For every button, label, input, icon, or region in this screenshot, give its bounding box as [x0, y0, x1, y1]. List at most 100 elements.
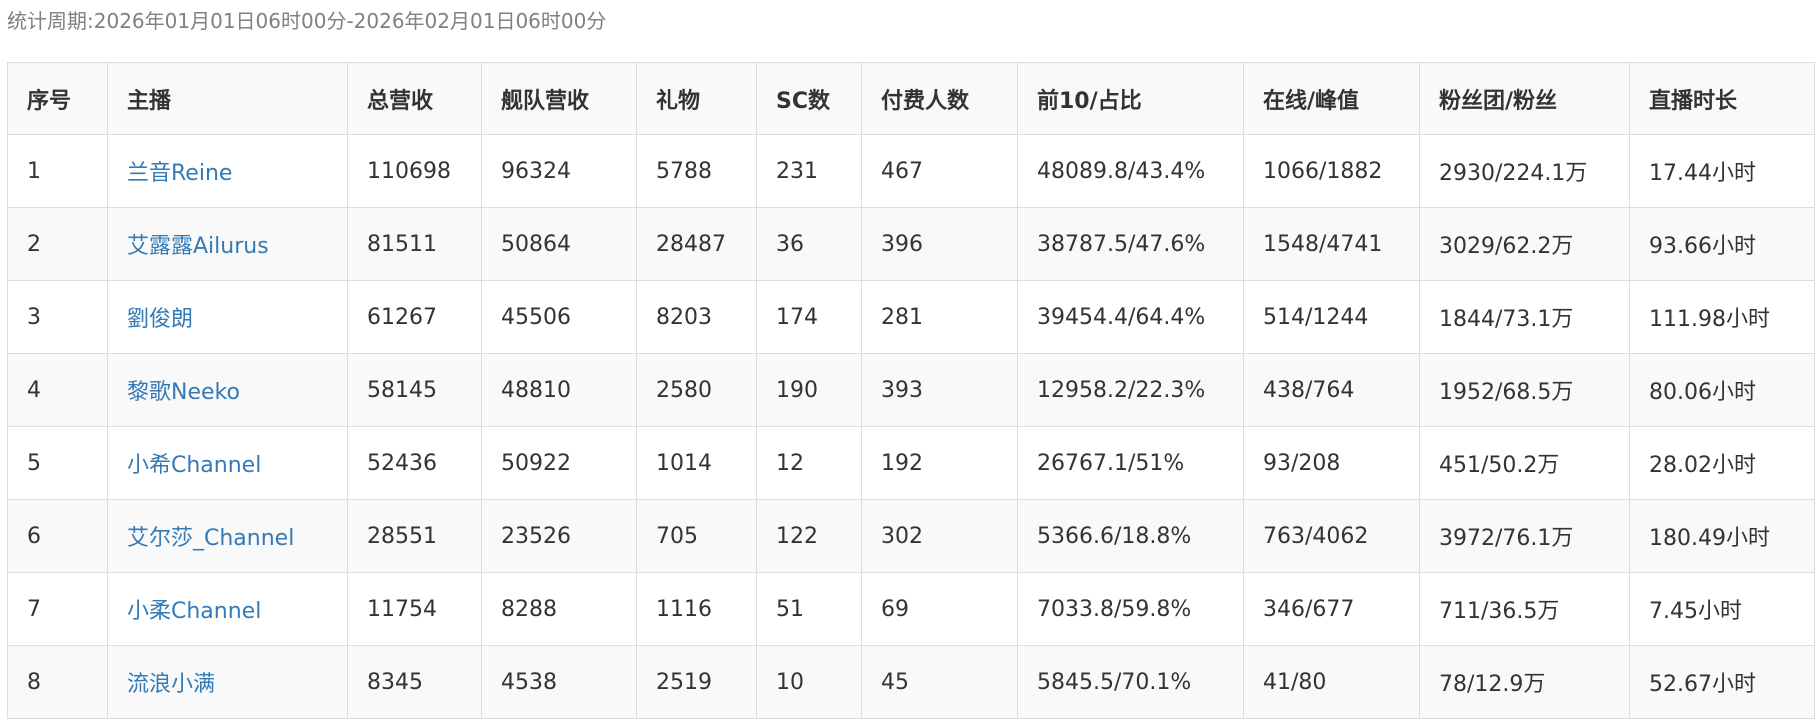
cell-payers: 467 — [861, 134, 1018, 208]
cell-total-revenue: 11754 — [347, 572, 482, 646]
cell-fanclub-fans: 78/12.9万 — [1419, 645, 1630, 719]
cell-total-revenue: 28551 — [347, 499, 482, 573]
cell-sc-count: 122 — [756, 499, 862, 573]
cell-payers: 192 — [861, 426, 1018, 500]
table-header-row: 序号 主播 总营收 舰队营收 礼物 SC数 付费人数 前10/占比 在线/峰值 … — [7, 62, 1815, 135]
cell-streamer: 艾露露Ailurus — [107, 207, 348, 281]
header-top10-share: 前10/占比 — [1017, 62, 1244, 135]
cell-sc-count: 231 — [756, 134, 862, 208]
cell-fanclub-fans: 1952/68.5万 — [1419, 353, 1630, 427]
cell-stream-duration: 7.45小时 — [1629, 572, 1815, 646]
streamer-link[interactable]: 艾尔莎_Channel — [127, 526, 295, 551]
header-total-revenue: 总营收 — [347, 62, 482, 135]
streamer-link[interactable]: 黎歌Neeko — [127, 380, 240, 405]
header-online-peak: 在线/峰值 — [1243, 62, 1420, 135]
cell-fleet-revenue: 50922 — [481, 426, 637, 500]
cell-top10-share: 5366.6/18.8% — [1017, 499, 1244, 573]
cell-stream-duration: 180.49小时 — [1629, 499, 1815, 573]
cell-gift: 2580 — [636, 353, 757, 427]
cell-gift: 1014 — [636, 426, 757, 500]
cell-rank: 5 — [7, 426, 108, 500]
cell-fleet-revenue: 45506 — [481, 280, 637, 354]
cell-stream-duration: 111.98小时 — [1629, 280, 1815, 354]
cell-sc-count: 12 — [756, 426, 862, 500]
cell-streamer: 劉俊朗 — [107, 280, 348, 354]
cell-fanclub-fans: 711/36.5万 — [1419, 572, 1630, 646]
header-sc-count: SC数 — [756, 62, 862, 135]
cell-online-peak: 41/80 — [1243, 645, 1420, 719]
streamer-link[interactable]: 小希Channel — [127, 453, 262, 478]
cell-streamer: 艾尔莎_Channel — [107, 499, 348, 573]
header-streamer: 主播 — [107, 62, 348, 135]
cell-fleet-revenue: 96324 — [481, 134, 637, 208]
streamer-link[interactable]: 艾露露Ailurus — [127, 234, 269, 259]
cell-fanclub-fans: 2930/224.1万 — [1419, 134, 1630, 208]
cell-payers: 393 — [861, 353, 1018, 427]
cell-total-revenue: 52436 — [347, 426, 482, 500]
cell-fleet-revenue: 4538 — [481, 645, 637, 719]
stats-period: 统计周期:2026年01月01日06时00分-2026年02月01日06时00分 — [7, 6, 606, 36]
cell-total-revenue: 110698 — [347, 134, 482, 208]
cell-stream-duration: 93.66小时 — [1629, 207, 1815, 281]
cell-payers: 302 — [861, 499, 1018, 573]
cell-online-peak: 346/677 — [1243, 572, 1420, 646]
cell-total-revenue: 61267 — [347, 280, 482, 354]
header-fanclub-fans: 粉丝团/粉丝 — [1419, 62, 1630, 135]
cell-total-revenue: 58145 — [347, 353, 482, 427]
cell-streamer: 兰音Reine — [107, 134, 348, 208]
cell-online-peak: 438/764 — [1243, 353, 1420, 427]
cell-gift: 28487 — [636, 207, 757, 281]
stats-period-value: 2026年01月01日06时00分-2026年02月01日06时00分 — [93, 9, 607, 33]
cell-fanclub-fans: 451/50.2万 — [1419, 426, 1630, 500]
cell-fleet-revenue: 8288 — [481, 572, 637, 646]
cell-streamer: 流浪小满 — [107, 645, 348, 719]
cell-online-peak: 763/4062 — [1243, 499, 1420, 573]
cell-payers: 69 — [861, 572, 1018, 646]
cell-rank: 7 — [7, 572, 108, 646]
cell-total-revenue: 81511 — [347, 207, 482, 281]
cell-top10-share: 38787.5/47.6% — [1017, 207, 1244, 281]
cell-stream-duration: 17.44小时 — [1629, 134, 1815, 208]
table-row: 7 小柔Channel 11754 8288 1116 51 69 7033.8… — [7, 572, 1815, 646]
header-stream-duration: 直播时长 — [1629, 62, 1815, 135]
table-row: 2 艾露露Ailurus 81511 50864 28487 36 396 38… — [7, 207, 1815, 281]
cell-online-peak: 93/208 — [1243, 426, 1420, 500]
cell-top10-share: 39454.4/64.4% — [1017, 280, 1244, 354]
cell-sc-count: 36 — [756, 207, 862, 281]
streamer-link[interactable]: 劉俊朗 — [127, 307, 194, 332]
cell-gift: 5788 — [636, 134, 757, 208]
cell-rank: 3 — [7, 280, 108, 354]
cell-stream-duration: 28.02小时 — [1629, 426, 1815, 500]
cell-stream-duration: 80.06小时 — [1629, 353, 1815, 427]
cell-sc-count: 10 — [756, 645, 862, 719]
cell-online-peak: 1066/1882 — [1243, 134, 1420, 208]
cell-streamer: 小柔Channel — [107, 572, 348, 646]
cell-gift: 1116 — [636, 572, 757, 646]
cell-sc-count: 190 — [756, 353, 862, 427]
cell-rank: 2 — [7, 207, 108, 281]
cell-streamer: 黎歌Neeko — [107, 353, 348, 427]
cell-online-peak: 514/1244 — [1243, 280, 1420, 354]
cell-fanclub-fans: 1844/73.1万 — [1419, 280, 1630, 354]
cell-payers: 45 — [861, 645, 1018, 719]
cell-gift: 8203 — [636, 280, 757, 354]
cell-sc-count: 51 — [756, 572, 862, 646]
cell-payers: 396 — [861, 207, 1018, 281]
cell-gift: 2519 — [636, 645, 757, 719]
table-row: 1 兰音Reine 110698 96324 5788 231 467 4808… — [7, 134, 1815, 208]
stats-period-label: 统计周期: — [7, 9, 94, 33]
cell-top10-share: 7033.8/59.8% — [1017, 572, 1244, 646]
cell-top10-share: 12958.2/22.3% — [1017, 353, 1244, 427]
cell-fleet-revenue: 23526 — [481, 499, 637, 573]
streamer-link[interactable]: 流浪小满 — [127, 672, 216, 697]
cell-rank: 6 — [7, 499, 108, 573]
cell-stream-duration: 52.67小时 — [1629, 645, 1815, 719]
cell-total-revenue: 8345 — [347, 645, 482, 719]
streamer-link[interactable]: 兰音Reine — [127, 161, 233, 186]
streamer-link[interactable]: 小柔Channel — [127, 599, 262, 624]
table-row: 5 小希Channel 52436 50922 1014 12 192 2676… — [7, 426, 1815, 500]
revenue-ranking-table: 序号 主播 总营收 舰队营收 礼物 SC数 付费人数 前10/占比 在线/峰值 … — [7, 62, 1815, 719]
cell-rank: 8 — [7, 645, 108, 719]
header-fleet-revenue: 舰队营收 — [481, 62, 637, 135]
table-row: 3 劉俊朗 61267 45506 8203 174 281 39454.4/6… — [7, 280, 1815, 354]
